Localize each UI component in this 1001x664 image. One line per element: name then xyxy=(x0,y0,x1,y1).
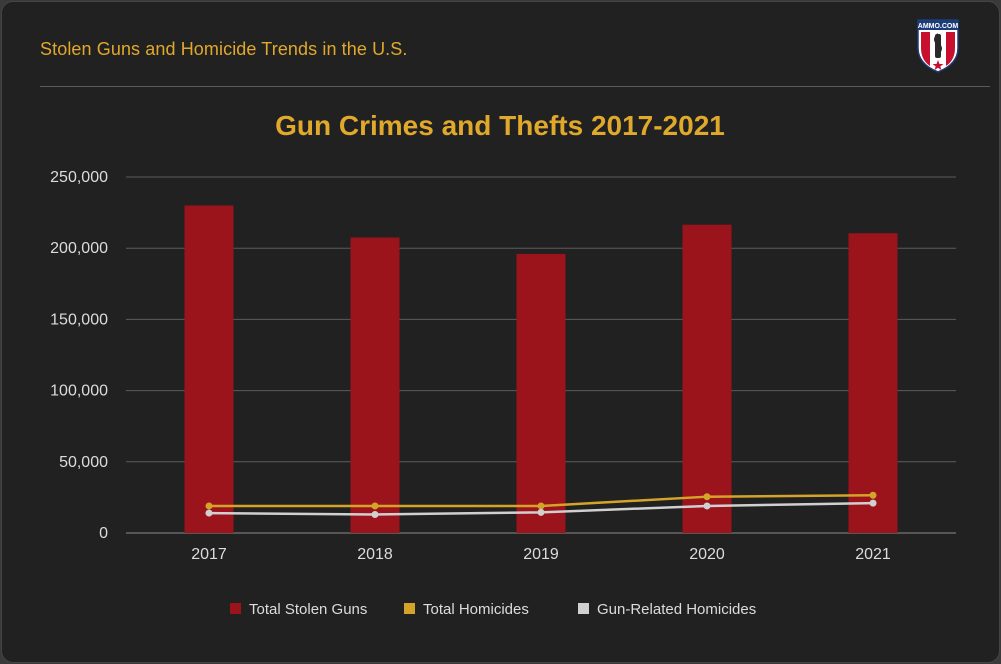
x-tick-label: 2021 xyxy=(855,546,891,563)
y-tick-label: 150,000 xyxy=(50,311,108,328)
line-point xyxy=(869,499,877,507)
line-point xyxy=(371,502,379,510)
page-title: Stolen Guns and Homicide Trends in the U… xyxy=(40,39,408,59)
legend-label: Total Stolen Guns xyxy=(249,601,367,618)
legend-swatch xyxy=(578,603,589,614)
logo-text: AMMO.COM xyxy=(918,23,959,30)
y-tick-label: 100,000 xyxy=(50,383,108,400)
x-tick-label: 2018 xyxy=(357,546,393,563)
line-point xyxy=(371,510,379,518)
x-axis-ticks: 2017 2018 2019 2020 2021 xyxy=(191,546,891,563)
header-divider xyxy=(40,86,990,87)
line-point xyxy=(537,502,545,510)
x-tick-label: 2019 xyxy=(523,546,559,563)
line-point xyxy=(703,502,711,510)
y-tick-label: 200,000 xyxy=(50,240,108,257)
y-tick-label: 0 xyxy=(99,525,108,542)
chart-title: Gun Crimes and Thefts 2017-2021 xyxy=(275,110,725,141)
x-tick-label: 2020 xyxy=(689,546,725,563)
y-tick-label: 250,000 xyxy=(50,169,108,186)
bar xyxy=(682,224,732,534)
line-point xyxy=(205,509,213,517)
legend: Total Stolen Guns Total Homicides Gun-Rela… xyxy=(230,601,756,618)
bar xyxy=(184,205,234,534)
line-series xyxy=(205,491,877,518)
y-axis-ticks: 0 50,000 100,000 150,000 200,000 250,000 xyxy=(50,169,108,542)
legend-swatch xyxy=(404,603,415,614)
bar xyxy=(848,233,898,534)
line-point xyxy=(869,491,877,499)
bar-series xyxy=(184,205,898,534)
legend-label: Total Homicides xyxy=(423,601,529,618)
ammo-com-shield-logo-icon: AMMO.COM xyxy=(917,19,959,73)
legend-label: Gun-Related Homicides xyxy=(597,601,756,618)
bar xyxy=(516,253,566,533)
bar xyxy=(350,237,400,533)
line-point xyxy=(537,508,545,516)
line-point xyxy=(205,502,213,510)
legend-swatch xyxy=(230,603,241,614)
x-tick-label: 2017 xyxy=(191,546,227,563)
line-point xyxy=(703,493,711,501)
y-tick-label: 50,000 xyxy=(59,454,108,471)
